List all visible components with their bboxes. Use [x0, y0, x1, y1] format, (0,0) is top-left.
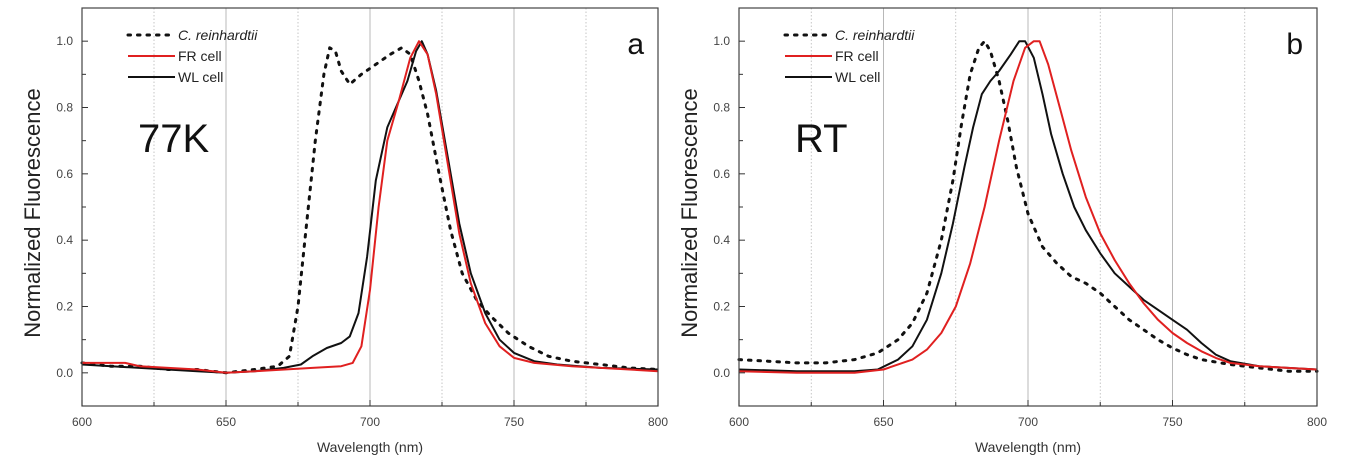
- legend-label-wl-cell: WL cell: [178, 69, 223, 85]
- x-tick-labels: 600 650 700 750 800: [729, 415, 1327, 429]
- x-tick-labels: 600 650 700 750 800: [72, 415, 668, 429]
- y-tick-label: 0.6: [713, 167, 730, 181]
- panel-a: 600 650 700 750 800 0.0 0.2 0.4 0.6 0.8 1.0 Wavel…: [20, 7, 668, 455]
- temperature-annotation: RT: [795, 117, 848, 161]
- panel-b: 600 650 700 750 800 0.0 0.2 0.4 0.6 0.8 1.0 Wavel…: [677, 7, 1327, 455]
- y-tick-labels: 0.0 0.2 0.4 0.6 0.8 1.0: [56, 34, 73, 380]
- series-c-reinhardtii: [737, 39, 1319, 373]
- y-tick-label: 0.8: [713, 101, 730, 115]
- grid-lines: [810, 8, 1246, 406]
- legend-label-c-reinhardtii: C. reinhardtii: [178, 27, 258, 43]
- series-c-reinhardtii: [80, 46, 660, 375]
- y-tick-labels: 0.0 0.2 0.4 0.6 0.8 1.0: [713, 34, 730, 380]
- y-tick-label: 0.0: [56, 366, 73, 380]
- legend-label-wl-cell: WL cell: [835, 69, 880, 85]
- legend: C. reinhardtii FR cell WL cell: [783, 27, 915, 85]
- x-tick-label: 750: [504, 415, 524, 429]
- legend: C. reinhardtii FR cell WL cell: [126, 27, 258, 85]
- x-tick-label: 700: [360, 415, 380, 429]
- y-axis-title: Normalized Fluorescence: [677, 88, 702, 337]
- x-tick-label: 600: [72, 415, 92, 429]
- legend-label-fr-cell: FR cell: [835, 48, 879, 64]
- y-tick-label: 0.2: [713, 300, 730, 314]
- legend-label-c-reinhardtii: C. reinhardtii: [835, 27, 915, 43]
- series-fr-cell: [738, 40, 1318, 374]
- panel-letter: b: [1286, 28, 1303, 61]
- y-tick-label: 0.6: [56, 167, 73, 181]
- y-tick-label: 0.8: [56, 101, 73, 115]
- series-layer: [80, 40, 660, 375]
- series-layer: [737, 39, 1319, 374]
- x-tick-label: 650: [873, 415, 893, 429]
- x-tick-label: 700: [1018, 415, 1038, 429]
- y-tick-label: 1.0: [713, 34, 730, 48]
- y-tick-label: 0.4: [56, 233, 73, 247]
- y-tick-label: 0.4: [713, 233, 730, 247]
- legend-label-fr-cell: FR cell: [178, 48, 222, 64]
- axis-ticks: [738, 40, 1318, 406]
- y-tick-label: 0.0: [713, 366, 730, 380]
- panel-letter: a: [627, 28, 644, 61]
- y-tick-label: 0.2: [56, 300, 73, 314]
- y-axis-title: Normalized Fluorescence: [20, 88, 45, 337]
- series-wl-cell: [738, 40, 1318, 373]
- x-tick-label: 750: [1162, 415, 1182, 429]
- series-fr-cell: [82, 40, 659, 374]
- axis-ticks: [81, 40, 659, 406]
- x-axis-title: Wavelength (nm): [975, 439, 1081, 455]
- temperature-annotation: 77K: [138, 117, 209, 161]
- x-axis-title: Wavelength (nm): [317, 439, 423, 455]
- x-tick-label: 800: [648, 415, 668, 429]
- x-tick-label: 800: [1307, 415, 1327, 429]
- y-tick-label: 1.0: [56, 34, 73, 48]
- x-tick-label: 600: [729, 415, 749, 429]
- grid-lines: [153, 8, 587, 406]
- x-tick-label: 650: [216, 415, 236, 429]
